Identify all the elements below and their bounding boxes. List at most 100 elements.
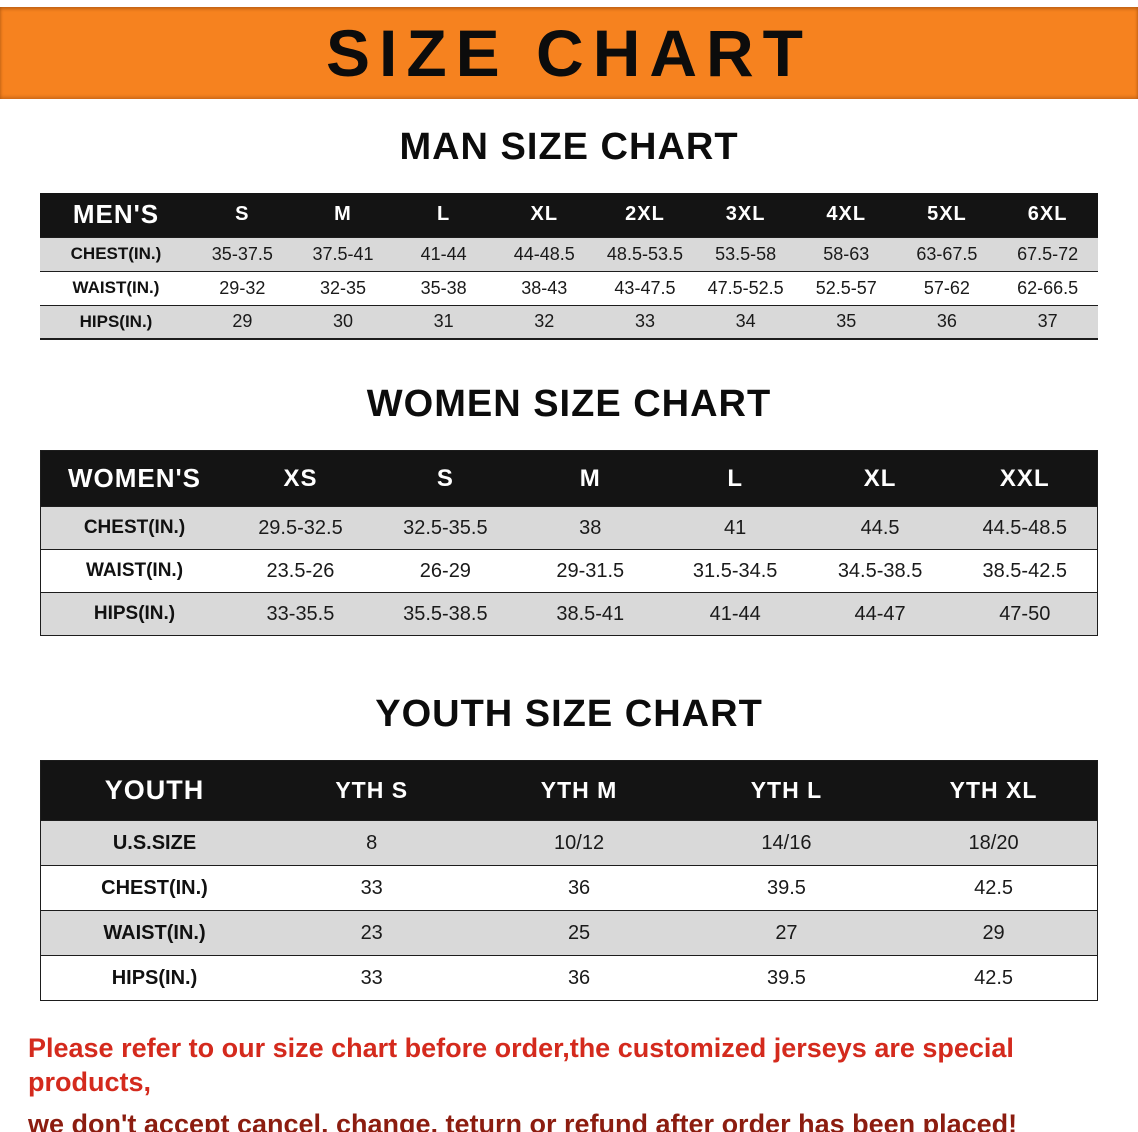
size-value-cell: 44.5-48.5 [982, 516, 1068, 539]
size-value-cell: 39.5 [766, 966, 806, 989]
size-value-cell: 43-47.5 [614, 277, 676, 298]
table-row: WAIST(IN.) 29-32 32-35 35-38 38-43 43-47.5 47.… [40, 271, 1098, 305]
column-header: YTH S [268, 760, 476, 821]
size-value-cell: 57-62 [923, 277, 970, 298]
size-value-cell: 31.5-34.5 [692, 559, 778, 582]
womens-section: WOMEN SIZE CHART WOMEN'S XS S M L XL XXL CHEST(… [0, 382, 1138, 636]
table-row: HIPS(IN.) 29 30 31 32 33 34 35 36 37 [40, 305, 1098, 339]
table-row: CHEST(IN.) 29.5-32.5 32.5-35.5 38 41 44.5 44.5… [40, 506, 1098, 550]
size-value-cell: 35-38 [420, 277, 467, 298]
size-value-cell: 27 [775, 921, 798, 944]
size-value-cell: 36 [567, 876, 591, 899]
column-header: 5XL [896, 193, 998, 237]
table-row: U.S.SIZE 8 10/12 14/16 18/20 [40, 820, 1098, 866]
table-row: CHEST(IN.) 35-37.5 37.5-41 41-44 44-48.5 48.5… [40, 237, 1098, 271]
size-value-cell: 8 [366, 831, 378, 854]
footer-note: Please refer to our size chart before or… [0, 1031, 1138, 1132]
column-header: XL [807, 450, 953, 507]
size-value-cell: 67.5-72 [1017, 243, 1079, 264]
table-row: CHEST(IN.) 33 36 39.5 42.5 [40, 865, 1098, 911]
size-value-cell: 29.5-32.5 [258, 516, 343, 539]
size-value-cell: 52.5-57 [815, 277, 877, 298]
size-value-cell: 37.5-41 [312, 243, 374, 264]
column-header: L [662, 450, 808, 507]
size-value-cell: 47-50 [999, 602, 1051, 625]
column-header: L [393, 193, 494, 237]
size-value-cell: 39.5 [766, 876, 806, 899]
row-label: HIPS(IN.) [111, 966, 198, 989]
size-value-cell: 41-44 [420, 243, 467, 264]
size-value-cell: 29 [982, 921, 1005, 944]
size-value-cell: 62-66.5 [1017, 277, 1079, 298]
header-row: MEN'S S M L XL 2XL 3XL 4XL 5XL 6XL [40, 193, 1098, 237]
mens-section-heading: MAN SIZE CHART [399, 126, 739, 168]
header-row: YOUTH YTH S YTH M YTH L YTH XL [40, 760, 1098, 821]
header-row: WOMEN'S XS S M L XL XXL [40, 450, 1098, 507]
size-value-cell: 36 [936, 311, 957, 332]
table-title-cell: WOMEN'S [40, 450, 228, 507]
size-value-cell: 10/12 [554, 831, 605, 854]
womens-size-table: WOMEN'S XS S M L XL XXL CHEST(IN.) 29.5-32.5 32.5… [40, 450, 1098, 636]
size-value-cell: 33 [360, 966, 383, 989]
column-header: XS [228, 450, 373, 507]
size-value-cell: 36 [567, 966, 591, 989]
column-header: S [192, 193, 293, 237]
size-value-cell: 23.5-26 [266, 559, 335, 582]
youth-size-table: YOUTH YTH S YTH M YTH L YTH XL U.S.SIZE 8 10/12… [40, 760, 1098, 1001]
table-row: WAIST(IN.) 23.5-26 26-29 29-31.5 31.5-34.5 34… [40, 549, 1098, 593]
youth-section-heading: YOUTH SIZE CHART [375, 693, 763, 735]
table-title-cell: YOUTH [40, 760, 268, 821]
size-value-cell: 29 [232, 311, 253, 332]
size-value-cell: 58-63 [823, 243, 870, 264]
row-label: CHEST(IN.) [70, 244, 162, 263]
row-label: WAIST(IN.) [85, 560, 184, 581]
row-label: HIPS(IN.) [79, 311, 153, 331]
size-value-cell: 34.5-38.5 [837, 559, 923, 582]
row-label: CHEST(IN.) [83, 517, 186, 538]
row-label: WAIST(IN.) [103, 921, 206, 944]
row-label: U.S.SIZE [112, 831, 197, 854]
column-header: YTH XL [890, 760, 1098, 821]
footer-note-line2: we don't accept cancel, change, teturn o… [28, 1109, 1018, 1132]
youth-section: YOUTH SIZE CHART YOUTH YTH S YTH M YTH L YTH… [0, 692, 1138, 1001]
row-label: CHEST(IN.) [101, 876, 208, 899]
column-header: M [292, 193, 394, 237]
size-value-cell: 35 [836, 311, 857, 332]
column-header: 6XL [997, 193, 1098, 237]
column-header: S [372, 450, 518, 507]
womens-section-heading: WOMEN SIZE CHART [366, 383, 772, 425]
size-value-cell: 35-37.5 [211, 243, 273, 264]
column-header: 4XL [795, 193, 897, 237]
table-row: HIPS(IN.) 33-35.5 35.5-38.5 38.5-41 41-44 44-… [40, 592, 1098, 636]
column-header: 2XL [594, 193, 696, 237]
size-value-cell: 33 [360, 876, 383, 899]
mens-section: MAN SIZE CHART MEN'S S M L XL 2XL 3XL 4XL 5XL 6XL… [0, 125, 1138, 340]
table-row: HIPS(IN.) 33 36 39.5 42.5 [40, 955, 1098, 1001]
footer-note-line1: Please refer to our size chart before or… [28, 1033, 1014, 1097]
size-value-cell: 47.5-52.5 [707, 277, 784, 298]
size-value-cell: 37 [1037, 311, 1058, 332]
size-value-cell: 18/20 [968, 831, 1019, 854]
size-value-cell: 32-35 [319, 277, 366, 298]
size-value-cell: 29-32 [219, 277, 266, 298]
size-value-cell: 38.5-41 [556, 602, 625, 625]
banner: SIZE CHART [0, 7, 1138, 99]
size-value-cell: 29-31.5 [556, 559, 625, 582]
mens-size-table: MEN'S S M L XL 2XL 3XL 4XL 5XL 6XL CHEST(IN.) 35-37… [40, 193, 1098, 340]
column-header: YTH L [682, 760, 891, 821]
size-value-cell: 25 [567, 921, 591, 944]
size-value-cell: 33 [634, 311, 655, 332]
size-value-cell: 44-48.5 [513, 243, 575, 264]
size-value-cell: 44.5 [860, 516, 900, 539]
size-value-cell: 26-29 [419, 559, 471, 582]
size-value-cell: 33-35.5 [266, 602, 335, 625]
column-header: XL [493, 193, 595, 237]
row-label: WAIST(IN.) [72, 278, 160, 297]
column-header: M [517, 450, 663, 507]
size-value-cell: 14/16 [761, 831, 812, 854]
size-value-cell: 41-44 [709, 602, 761, 625]
size-value-cell: 48.5-53.5 [606, 243, 683, 264]
size-value-cell: 63-67.5 [916, 243, 978, 264]
size-value-cell: 41 [724, 516, 747, 539]
